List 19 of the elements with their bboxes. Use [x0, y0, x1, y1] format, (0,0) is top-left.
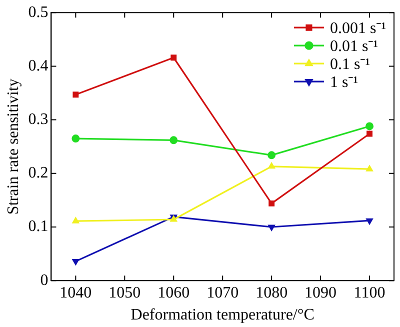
x-axis-title: Deformation temperature/°C — [130, 306, 314, 324]
y-tick-label: 0 — [40, 272, 48, 289]
x-tick-label: 1090 — [304, 284, 337, 302]
x-tick-label: 1050 — [108, 284, 141, 302]
legend-label: 0.001 s⁻¹ — [330, 20, 386, 37]
y-tick-label: 0.4 — [28, 57, 48, 74]
x-tick-label: 1070 — [206, 284, 239, 302]
x-tick-label: 1100 — [354, 284, 386, 302]
y-tick-label: 0.1 — [28, 218, 48, 236]
y-tick-label: 0.3 — [28, 111, 48, 128]
y-tick-label: 0.2 — [28, 164, 48, 182]
legend-label: 1 s⁻¹ — [330, 74, 358, 91]
legend-label: 0.1 s⁻¹ — [330, 56, 370, 73]
y-axis-title: Strain rate sensitivity — [4, 78, 22, 215]
legend-label: 0.01 s⁻¹ — [330, 38, 378, 55]
x-tick-label: 1080 — [256, 284, 288, 302]
y-tick-label: 0.5 — [28, 4, 48, 21]
x-tick-label: 1060 — [158, 284, 190, 302]
x-tick-label: 1040 — [60, 284, 92, 302]
